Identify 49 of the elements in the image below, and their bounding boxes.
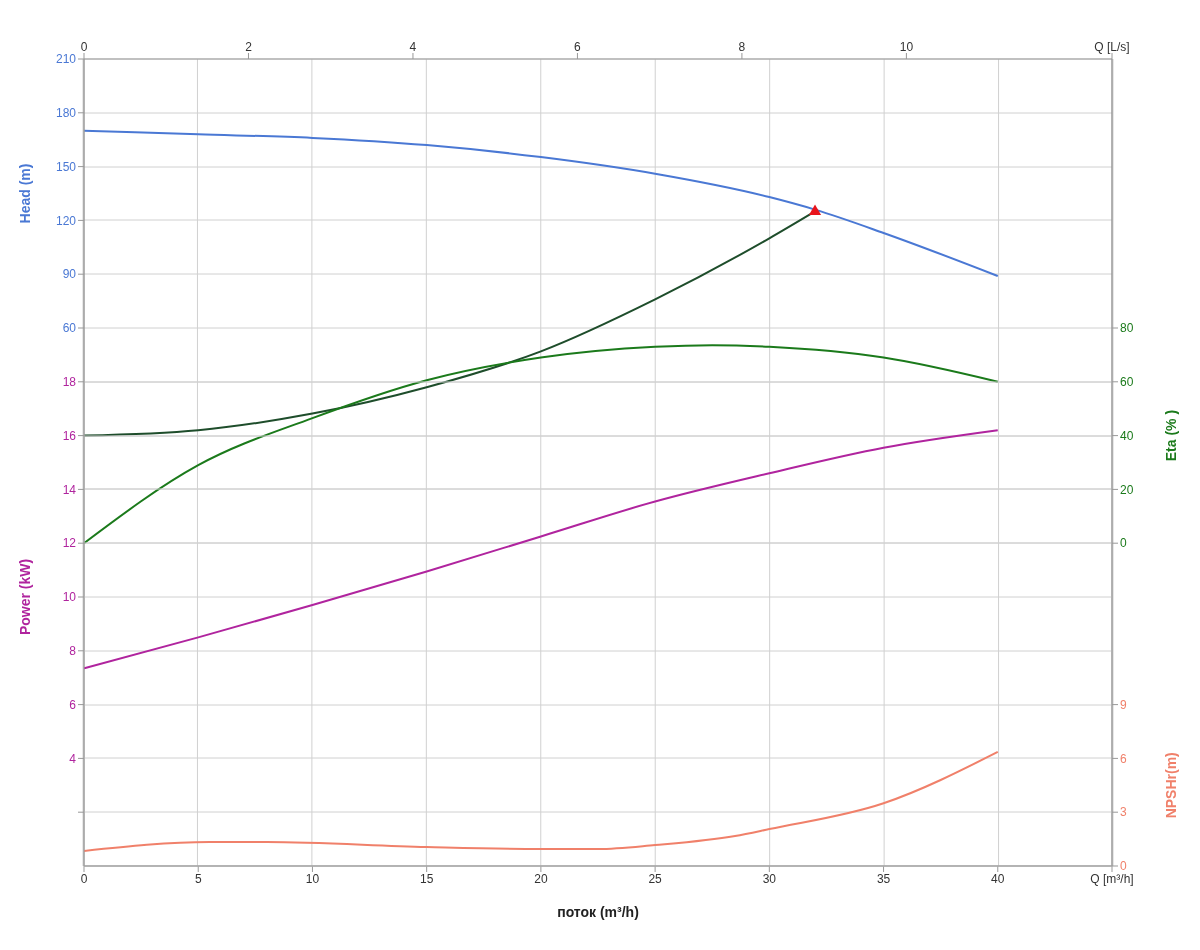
x-tick-label: 25 — [648, 871, 663, 886]
x-tick-label: 30 — [762, 871, 777, 886]
y-tick-label: 8 — [69, 644, 77, 659]
x2-tick-label: 2 — [245, 40, 253, 54]
y2-axis-title: Eta (% ) — [1163, 409, 1179, 462]
y2-tick-label: 60 — [1120, 375, 1134, 390]
x2-tick-label: 4 — [409, 40, 417, 54]
y-tick-label: 60 — [62, 321, 77, 336]
line-series — [84, 750, 999, 852]
y2-tick-label: 20 — [1120, 482, 1134, 497]
y2-tick-label: 80 — [1120, 321, 1134, 336]
x-tick-label: 15 — [419, 871, 434, 886]
y2-axis-title: NPSHr(m) — [1163, 752, 1179, 819]
x-axis-title: поток (m³/h) — [557, 904, 639, 920]
y-tick-label: 14 — [62, 482, 77, 497]
x-tick-label: 20 — [534, 871, 548, 886]
y-tick-label: 90 — [62, 267, 77, 282]
y2-tick-label: 40 — [1120, 428, 1134, 443]
line-series — [84, 429, 999, 670]
x2-tick-label: 10 — [899, 40, 914, 54]
y-tick-label: 120 — [55, 213, 77, 228]
y-axis-title: Power (kW) — [17, 558, 33, 636]
y-axis-title: Head (m) — [17, 163, 33, 224]
x-tick-label: 5 — [194, 871, 202, 886]
y2-tick-label: 9 — [1120, 697, 1127, 712]
y-tick-label: 12 — [62, 536, 77, 551]
y-tick-label: 6 — [69, 697, 77, 712]
y-tick-label: 180 — [55, 106, 77, 121]
x-tick-label: 0 — [80, 871, 88, 886]
x-tick-label: 10 — [305, 871, 320, 886]
y-tick-label: 18 — [62, 375, 77, 390]
x2-tick-label: 0 — [80, 40, 88, 54]
y-tick-label: 10 — [62, 590, 77, 605]
y-tick-label: 210 — [55, 52, 77, 67]
line-series — [84, 344, 999, 545]
y2-tick-label: 0 — [1120, 859, 1127, 874]
x2-tick-label: 6 — [574, 40, 582, 54]
y-tick-label: 4 — [69, 751, 77, 766]
x-tick-label: 35 — [876, 871, 891, 886]
y-tick-label: 16 — [62, 428, 77, 443]
y2-tick-label: 3 — [1120, 805, 1127, 820]
x2-tick-label: 8 — [738, 40, 746, 54]
x-tick-label: 40 — [991, 871, 1005, 886]
line-series — [84, 129, 999, 277]
x-tick-label: Q [m³/h] — [1090, 871, 1134, 886]
y-tick-label: 150 — [55, 159, 77, 174]
y2-tick-label: 6 — [1120, 751, 1127, 766]
x2-tick-label: Q [L/s] — [1094, 40, 1130, 54]
y2-tick-label: 0 — [1120, 536, 1127, 551]
